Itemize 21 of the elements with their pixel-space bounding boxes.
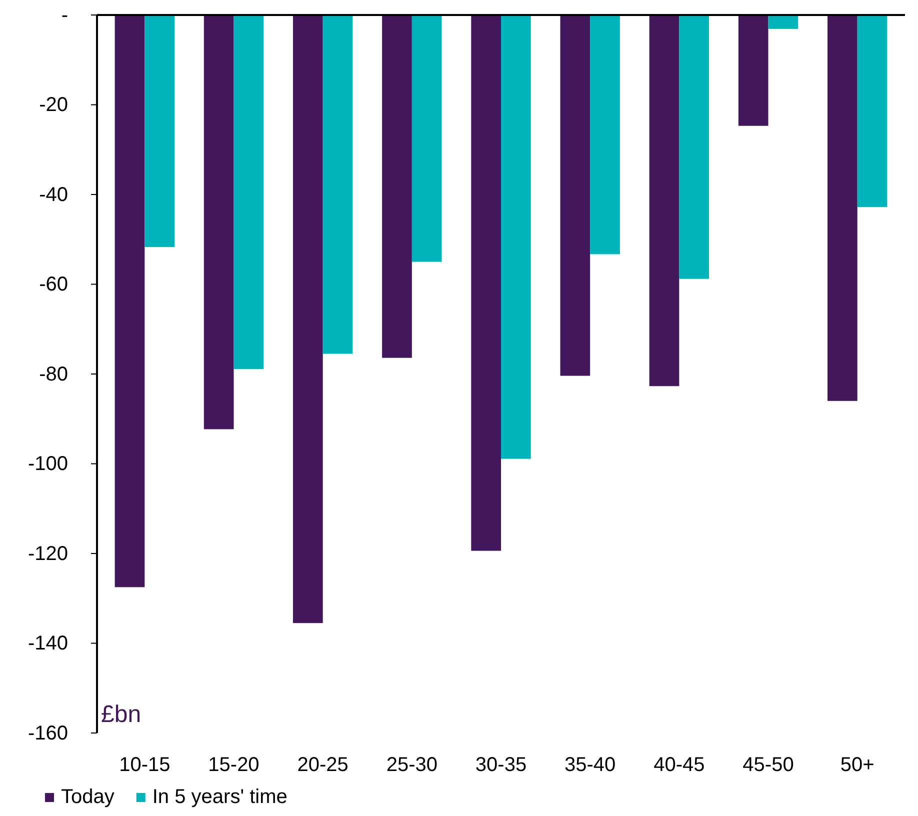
x-tick-label: 25-30 <box>386 754 438 776</box>
x-tick-label: 40-45 <box>654 754 705 776</box>
y-tick-label: -20 <box>39 94 68 116</box>
x-tick-label: 15-20 <box>208 754 260 776</box>
x-tick-label: 30-35 <box>475 754 527 776</box>
y-tick-label: -140 <box>28 632 68 655</box>
x-tick-label: 35-40 <box>564 754 616 776</box>
y-tick-label: -160 <box>28 722 68 744</box>
legend-label: Today <box>61 786 114 808</box>
y-tick-label: -120 <box>28 542 68 565</box>
x-tick-label: 10-15 <box>119 754 170 776</box>
y-tick-label: -60 <box>39 274 68 296</box>
y-tick-label: -40 <box>39 184 68 206</box>
x-tick-label: 45-50 <box>742 754 794 776</box>
y-tick-label: -80 <box>39 363 68 386</box>
legend-label: In 5 years' time <box>152 786 288 808</box>
x-tick-label: 20-25 <box>297 754 348 776</box>
y-tick-label: - <box>61 4 68 26</box>
y-axis-title: £bn <box>101 701 142 728</box>
y-tick-label: -100 <box>28 453 68 476</box>
x-tick-label: 50+ <box>840 754 874 776</box>
